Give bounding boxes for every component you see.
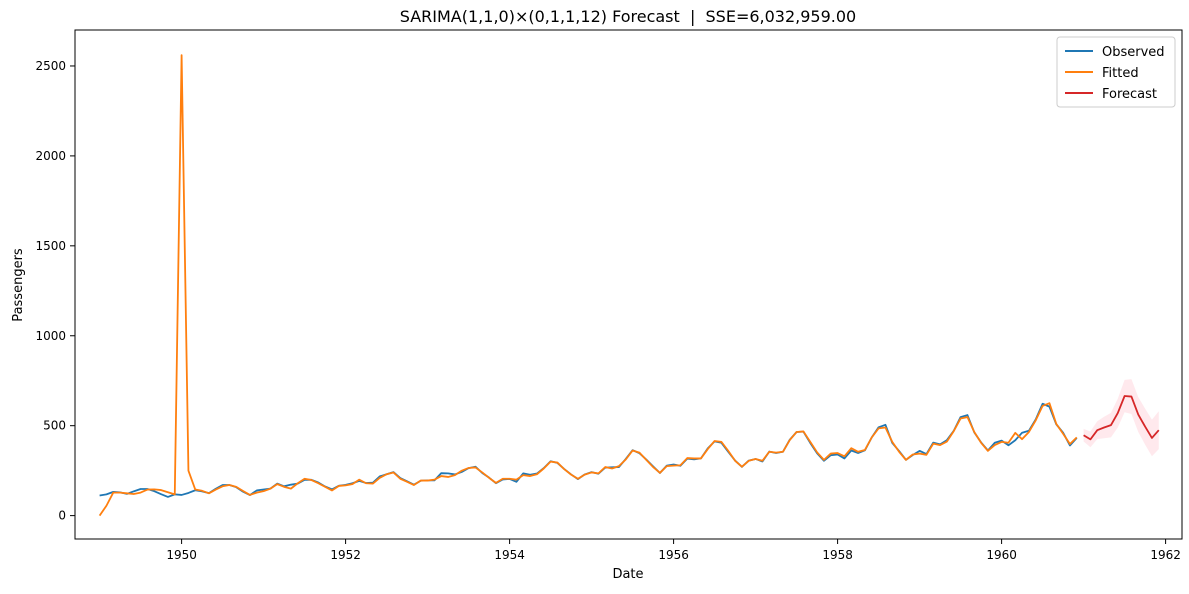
x-tick-label: 1954 (494, 548, 525, 562)
x-tick-label: 1960 (986, 548, 1017, 562)
series-line-forecast (1083, 395, 1160, 441)
y-axis-label: Passengers (11, 248, 26, 322)
x-tick-label: 1958 (822, 548, 853, 562)
legend: Observed Fitted Forecast (1056, 36, 1176, 108)
legend-label-observed: Observed (1102, 45, 1165, 60)
y-tick-label: 2500 (35, 59, 66, 73)
legend-box (1056, 36, 1176, 108)
axes-frame (74, 29, 1183, 540)
x-tick-label: 1962 (1150, 548, 1181, 562)
y-tick-label: 2000 (35, 149, 66, 163)
forecast-confidence-band (1083, 379, 1159, 457)
y-tick-label: 500 (43, 419, 66, 433)
chart-title: SARIMA(1,1,0)×(0,1,1,12) Forecast | SSE=… (400, 7, 856, 26)
x-tick-label: 1952 (330, 548, 361, 562)
x-axis-label: Date (612, 567, 643, 582)
legend-label-fitted: Fitted (1102, 66, 1139, 81)
x-tick-label: 1956 (658, 548, 689, 562)
y-tick-label: 1500 (35, 239, 66, 253)
y-tick-label: 0 (58, 509, 66, 523)
x-tick-label: 1950 (166, 548, 197, 562)
y-tick-label: 1000 (35, 329, 66, 343)
legend-label-forecast: Forecast (1102, 87, 1157, 102)
series-line-fitted (98, 54, 1078, 517)
